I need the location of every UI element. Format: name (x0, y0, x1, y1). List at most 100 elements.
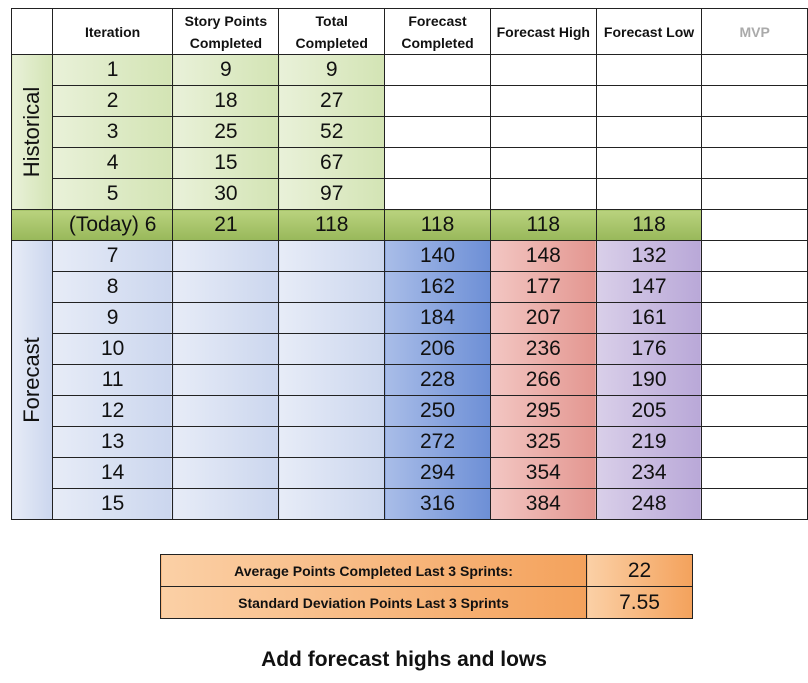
forecast-completed-cell: 316 (384, 488, 491, 520)
section-historical-label: Historical (18, 86, 44, 178)
section-forecast-label: Forecast (18, 337, 44, 423)
caption: Add forecast highs and lows (261, 648, 547, 671)
header-forecast-completed: Forecast Completed (384, 8, 491, 55)
forecast-low-cell: 190 (595, 364, 703, 396)
forecast-high-cell: 118 (489, 209, 597, 241)
forecast-high-cell: 325 (489, 426, 597, 458)
forecast-low-cell (595, 85, 703, 117)
header-row: Iteration Story Points Completed Total Com… (11, 8, 808, 55)
header-total-completed: Total Completed (278, 8, 386, 55)
table-row: 15 316 384 248 (12, 488, 808, 520)
forecast-high-cell (489, 85, 597, 117)
forecast-low-cell (595, 116, 703, 148)
table-row: 3 25 52 (12, 116, 808, 148)
iteration-cell: 4 (51, 147, 174, 179)
forecast-low-cell: 248 (595, 488, 703, 520)
story-points-cell: 25 (172, 116, 280, 148)
forecast-high-cell: 236 (489, 333, 597, 365)
total-completed-cell (278, 364, 386, 396)
mvp-cell (701, 302, 808, 334)
iteration-cell: 14 (51, 457, 174, 489)
forecast-high-cell: 266 (489, 364, 597, 396)
header-iteration: Iteration (51, 8, 174, 55)
mvp-cell (701, 178, 808, 210)
forecast-completed-cell: 184 (384, 302, 491, 334)
forecast-table: Iteration Story Points Completed Total Com… (11, 8, 808, 520)
mvp-cell (701, 333, 808, 365)
total-completed-cell (278, 488, 386, 520)
mvp-cell (701, 395, 808, 427)
mvp-cell (701, 457, 808, 489)
forecast-high-cell (489, 147, 597, 179)
table-row: 10 206 236 176 (12, 333, 808, 365)
forecast-low-cell (595, 147, 703, 179)
stats-row: Average Points Completed Last 3 Sprints:… (160, 554, 693, 587)
table-row: Forecast 7 140 148 132 (11, 240, 808, 520)
total-completed-cell (278, 333, 386, 365)
forecast-high-cell (489, 178, 597, 210)
forecast-high-cell: 384 (489, 488, 597, 520)
total-completed-cell: 27 (278, 85, 386, 117)
stats-table: Average Points Completed Last 3 Sprints:… (160, 554, 693, 619)
forecast-low-cell: 161 (595, 302, 703, 334)
forecast-completed-cell: 250 (384, 395, 491, 427)
story-points-cell: 9 (172, 54, 280, 86)
iteration-cell: (Today) 6 (51, 209, 174, 241)
iteration-cell: 11 (51, 364, 174, 396)
iteration-cell: 15 (51, 488, 174, 520)
table-row: 5 30 97 (12, 178, 808, 210)
total-completed-cell (278, 457, 386, 489)
forecast-low-cell: 176 (595, 333, 703, 365)
table-row: 13 272 325 219 (12, 426, 808, 458)
table-row: 12 250 295 205 (12, 395, 808, 427)
forecast-completed-cell (384, 178, 491, 210)
iteration-cell: 1 (51, 54, 174, 86)
story-points-cell (172, 395, 280, 427)
story-points-cell: 15 (172, 147, 280, 179)
forecast-low-cell: 147 (595, 271, 703, 303)
story-points-cell (172, 364, 280, 396)
total-completed-cell (278, 271, 386, 303)
total-completed-cell (278, 302, 386, 334)
iteration-cell: 10 (51, 333, 174, 365)
stats-row: Standard Deviation Points Last 3 Sprints… (160, 586, 693, 619)
corner-cell (11, 8, 53, 55)
story-points-cell: 30 (172, 178, 280, 210)
forecast-completed-cell (384, 54, 491, 86)
table-row: 4 15 67 (12, 147, 808, 179)
forecast-completed-cell (384, 147, 491, 179)
stats-body: Average Points Completed Last 3 Sprints:… (160, 554, 693, 619)
iteration-cell: 5 (51, 178, 174, 210)
story-points-cell (172, 488, 280, 520)
forecast-low-cell: 219 (595, 426, 703, 458)
iteration-cell: 2 (51, 85, 174, 117)
total-completed-cell: 97 (278, 178, 386, 210)
story-points-cell (172, 426, 280, 458)
stats-value: 22 (586, 554, 693, 587)
story-points-cell (172, 457, 280, 489)
table-row: 9 184 207 161 (12, 302, 808, 334)
forecast-high-cell (489, 54, 597, 86)
stats-value: 7.55 (586, 586, 693, 619)
iteration-cell: 9 (51, 302, 174, 334)
forecast-high-cell (489, 116, 597, 148)
table-row: 11 228 266 190 (12, 364, 808, 396)
forecast-high-cell: 148 (489, 240, 597, 272)
story-points-cell (172, 271, 280, 303)
forecast-high-cell: 354 (489, 457, 597, 489)
mvp-cell (701, 426, 808, 458)
total-completed-cell: 9 (278, 54, 386, 86)
total-completed-cell (278, 395, 386, 427)
section-forecast: Forecast (11, 240, 53, 520)
story-points-cell (172, 302, 280, 334)
today-row: (Today) 6 21 118 118 118 118 (11, 209, 808, 241)
header-forecast-low: Forecast Low (595, 8, 703, 55)
forecast-completed-cell: 140 (384, 240, 491, 272)
mvp-cell (701, 147, 808, 179)
story-points-cell (172, 333, 280, 365)
forecast-low-cell: 132 (595, 240, 703, 272)
forecast-low-cell: 118 (595, 209, 703, 241)
iteration-cell: 7 (51, 240, 174, 272)
forecast-completed-cell: 294 (384, 457, 491, 489)
section-historical: Historical (11, 54, 53, 210)
